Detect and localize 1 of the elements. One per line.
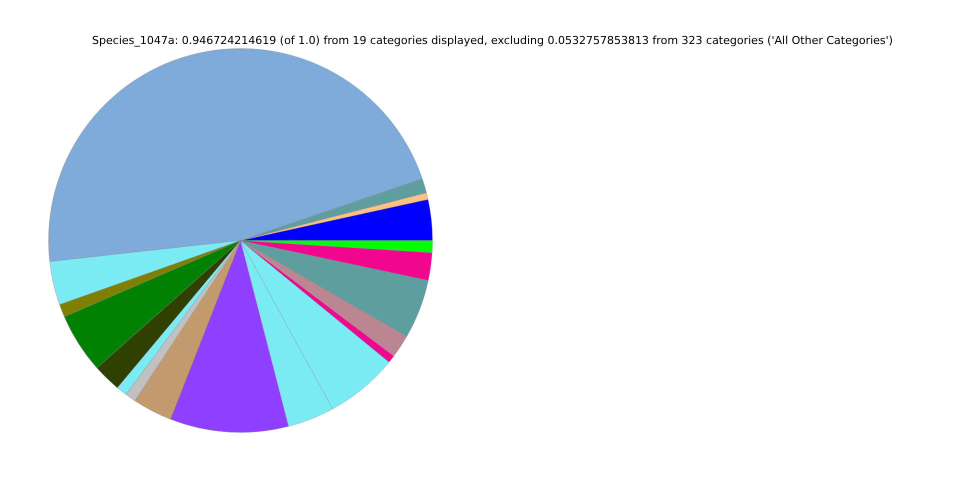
text: Species_1047a: 0.946724214619 (of 1.0) from 19 categories displayed, excluding 0.0532757853813 from 323 categories ('All Other Categories')	[92, 34, 893, 47]
